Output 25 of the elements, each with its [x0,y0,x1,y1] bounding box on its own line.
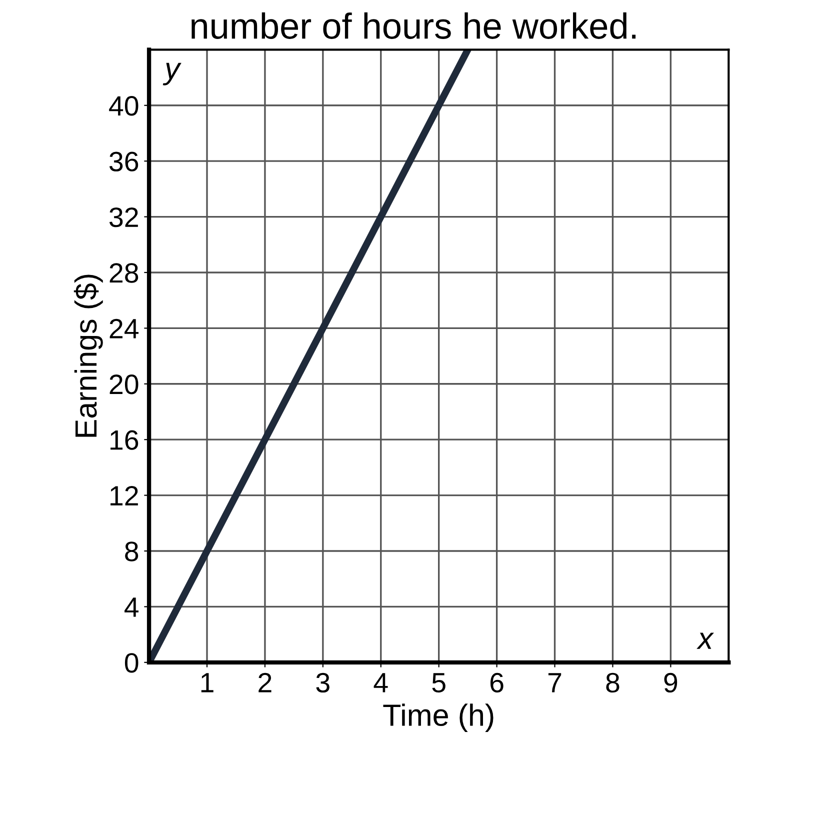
x-axis-title: Time (h) [383,704,494,732]
y-tick-label: 16 [110,430,138,450]
y-tick-label: 0 [124,653,138,673]
y-axis-title: Earnings ($) [74,274,103,437]
x-tick-label: 5 [432,673,446,693]
annotation: y [162,62,182,86]
x-tick-label: 7 [548,673,562,692]
chart-title: number of hours he worked. [192,12,636,39]
y-tick-label: 24 [110,318,139,338]
x-tick-label: 2 [258,672,272,692]
y-tick-label: 20 [110,374,138,394]
y-tick-label: 8 [125,542,138,562]
y-tick-label: 4 [124,598,139,617]
y-tick-label: 36 [109,152,138,172]
annotation: x [696,632,714,649]
y-tick-label: 28 [110,263,138,283]
x-tick-label: 1 [201,673,214,692]
y-tick-label: 40 [109,96,138,116]
x-tick-label: 8 [606,672,620,693]
x-tick-label: 9 [664,672,678,693]
x-tick-label: 4 [374,673,388,692]
x-tick-label: 3 [316,672,330,693]
x-tick-label: 6 [490,672,504,693]
y-tick-label: 12 [110,486,138,506]
y-tick-label: 32 [109,207,138,228]
